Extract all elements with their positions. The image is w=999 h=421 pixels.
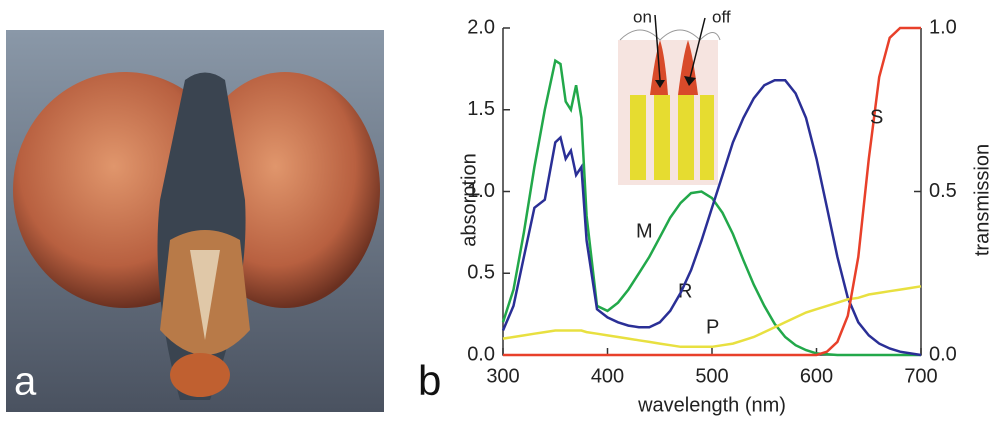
x-tick-label: 400: [591, 365, 624, 387]
y-tick-label: 1.5: [467, 98, 495, 120]
series-label: P: [706, 316, 719, 338]
x-tick-label: 600: [800, 365, 833, 387]
x-axis-title: wavelength (nm): [637, 394, 786, 416]
x-tick-label: 300: [486, 365, 519, 387]
y2-tick-label: 0.0: [929, 343, 957, 365]
y2-tick-label: 1.0: [929, 16, 957, 38]
fly-photo: a: [6, 30, 384, 412]
annotation: on: [633, 7, 652, 26]
inset-diagram: [618, 15, 720, 185]
y-tick-label: 0.0: [467, 343, 495, 365]
x-tick-label: 500: [695, 365, 728, 387]
figure: a b on off absorption transmission wavel…: [0, 0, 999, 416]
y-tick-label: 2.0: [467, 16, 495, 38]
series-label: S: [870, 106, 883, 128]
annotation: off: [712, 7, 731, 26]
y2-axis-title: transmission: [971, 144, 993, 256]
series-label: M: [636, 220, 653, 242]
y2-tick-label: 0.5: [929, 180, 957, 202]
y-tick-label: 0.5: [467, 262, 495, 284]
y-tick-label: 1.0: [467, 180, 495, 202]
panel-label: a: [14, 360, 37, 404]
x-tick-label: 700: [904, 365, 937, 387]
panel-label: b: [418, 357, 441, 404]
